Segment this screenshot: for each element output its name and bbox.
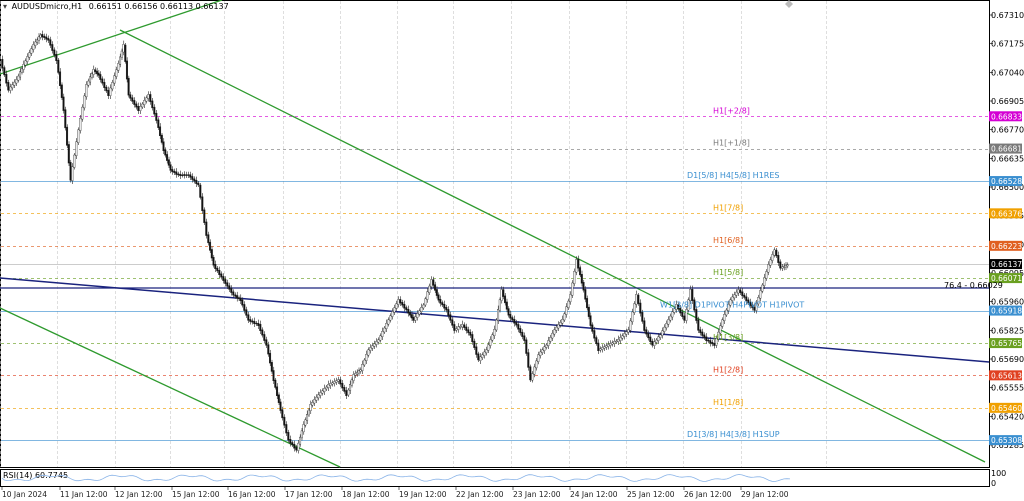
rsi-scale-bottom: 0 — [991, 479, 996, 488]
price-tick: 0.66500 — [991, 183, 1024, 192]
level-price-box: 0.65613 — [991, 371, 1022, 380]
candles — [1, 30, 789, 454]
level-price-box: 0.65308 — [991, 436, 1022, 445]
date-tick: 25 Jan 12:00 — [627, 490, 675, 499]
date-tick: 23 Jan 12:00 — [513, 490, 561, 499]
level-label: H1[7/8] — [713, 203, 743, 212]
level-labels: H1[+2/8] H1[+1/8] D1[5/8] H4[5/8] H1RES H1[… — [660, 106, 804, 439]
level-price-box: 0.66071 — [991, 274, 1022, 283]
price-tick: 0.66635 — [991, 154, 1024, 163]
symbol-label: AUDUSDmicro,H1 — [12, 2, 83, 11]
level-label: H1[+2/8] — [713, 106, 750, 115]
price-tick: 0.66905 — [991, 97, 1024, 106]
date-tick: 19 Jan 12:00 — [399, 490, 447, 499]
date-tick: 18 Jan 12:00 — [342, 490, 390, 499]
current-price-box: 0.66137 — [991, 260, 1022, 269]
diamond-marker-icon — [785, 0, 793, 8]
price-tick: 0.65420 — [991, 412, 1024, 421]
level-price-box: 0.66376 — [991, 209, 1022, 218]
price-boxes: 0.66833 0.66681 0.66528 0.66376 0.66223 0.660… — [989, 111, 1022, 446]
level-price-box: 0.66833 — [991, 112, 1022, 121]
level-label: W1[3/8] D1PIVOT H4PIVOT H1PIVOT — [660, 301, 804, 310]
rsi-scale-top: 100 — [991, 469, 1006, 478]
date-tick: 16 Jan 12:00 — [228, 490, 276, 499]
date-tick: 26 Jan 12:00 — [684, 490, 732, 499]
level-label: D1[3/8] H4[3/8] H1SUP — [687, 430, 780, 439]
rsi-line — [1, 474, 791, 482]
date-tick: 15 Jan 12:00 — [172, 490, 220, 499]
date-tick: 29 Jan 12:00 — [741, 490, 789, 499]
level-label: H1[5/8] — [713, 268, 743, 277]
date-tick: 22 Jan 12:00 — [456, 490, 504, 499]
price-tick: 0.65825 — [991, 326, 1024, 335]
date-tick: 12 Jan 12:00 — [115, 490, 163, 499]
level-label: H1[+1/8] — [713, 139, 750, 148]
rsi-label: RSI(14) 60.7745 — [3, 471, 68, 480]
date-tick: 11 Jan 12:00 — [60, 490, 108, 499]
level-label: D1[5/8] H4[5/8] H1RES — [687, 171, 779, 180]
price-tick: 0.65555 — [991, 384, 1024, 393]
level-label: H1[6/8] — [713, 236, 743, 245]
ohlc-values: 0.66151 0.66156 0.66113 0.66137 — [89, 2, 229, 11]
level-price-box: 0.65765 — [991, 339, 1022, 348]
main-chart-frame — [0, 0, 990, 468]
window-icon: ▾ — [3, 2, 7, 11]
date-tick: 17 Jan 12:00 — [285, 490, 333, 499]
price-tick: 0.67040 — [991, 68, 1024, 77]
level-label: H1[2/8] — [713, 365, 743, 374]
level-price-box: 0.66681 — [991, 145, 1022, 154]
level-label: H1[1/8] — [713, 398, 743, 407]
price-axis: 0.67310 0.67175 0.67040 0.66905 0.66770 0.666… — [989, 11, 1024, 450]
rsi-panel-frame — [0, 469, 990, 487]
level-price-box: 0.65918 — [991, 307, 1022, 316]
date-axis: 10 Jan 2024 11 Jan 12:00 12 Jan 12:00 15 Ja… — [1, 487, 789, 499]
date-tick: 24 Jan 12:00 — [570, 490, 618, 499]
trend-lines — [0, 0, 990, 468]
price-tick: 0.65960 — [991, 298, 1024, 307]
fib-level-label: 76.4 - 0.66029 — [944, 281, 1003, 290]
chart-header: ▾ AUDUSDmicro,H1 0.66151 0.66156 0.66113… — [3, 2, 229, 11]
vertical-grid — [0, 1, 827, 467]
level-price-box: 0.66223 — [991, 242, 1022, 251]
level-price-box: 0.66528 — [991, 177, 1022, 186]
level-price-box: 0.65460 — [991, 404, 1022, 413]
price-tick: 0.65690 — [991, 355, 1024, 364]
price-tick: 0.65285 — [991, 441, 1024, 450]
date-tick: 10 Jan 2024 — [2, 490, 47, 499]
price-tick: 0.67310 — [991, 11, 1024, 20]
level-label: H1[3/8] — [713, 333, 743, 342]
price-tick: 0.67175 — [991, 40, 1024, 49]
price-tick: 0.66770 — [991, 126, 1024, 135]
